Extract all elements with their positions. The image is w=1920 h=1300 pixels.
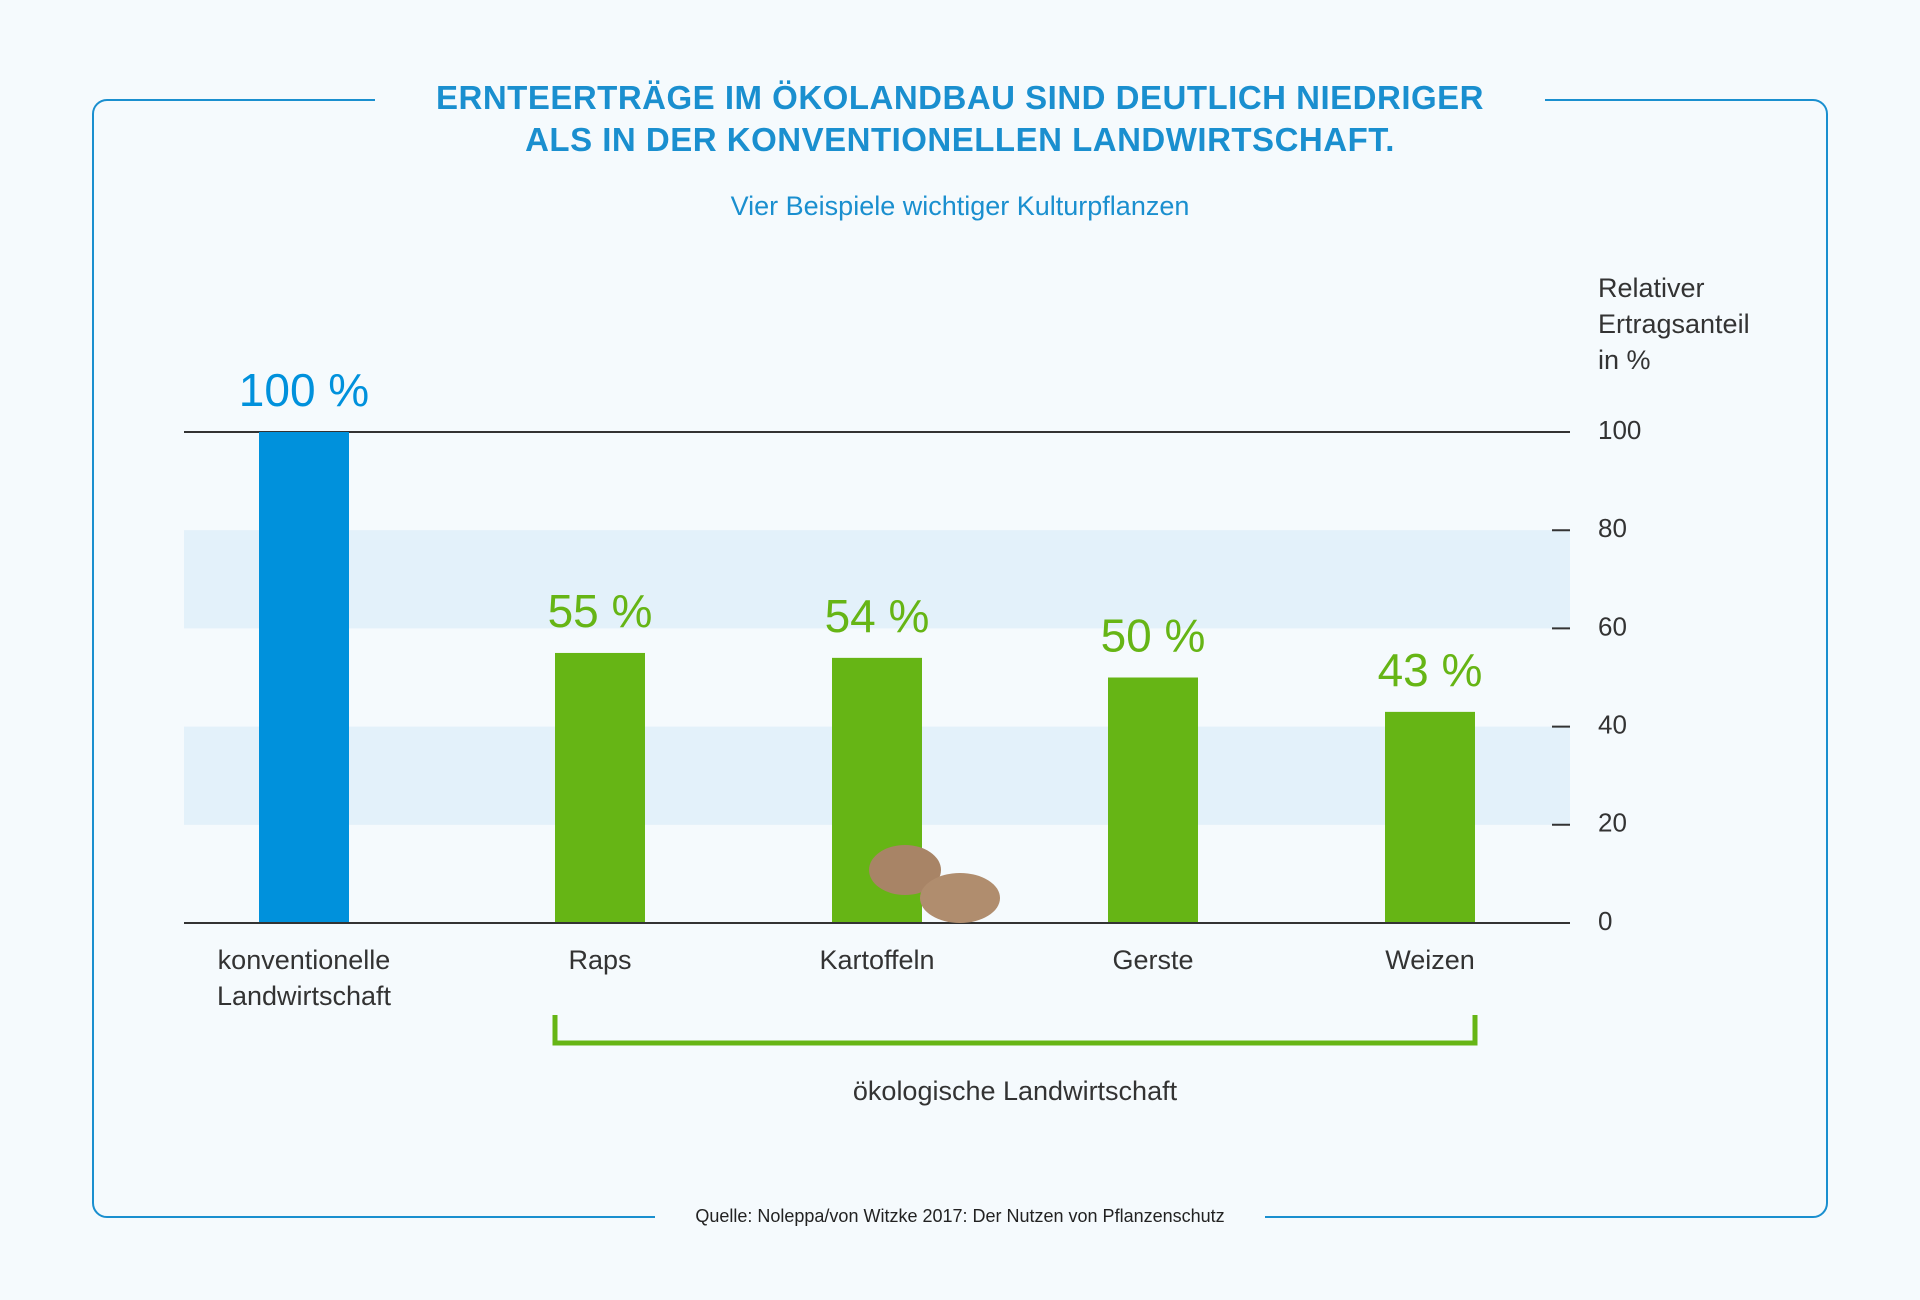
y-tick-label: 60 — [1598, 611, 1627, 641]
source: Quelle: Noleppa/von Witzke 2017: Der Nut… — [695, 1206, 1224, 1226]
x-tick-label: Kartoffeln — [819, 945, 934, 975]
bar — [555, 652, 645, 923]
y-tick-label: 20 — [1598, 808, 1627, 838]
value-label: 43 % — [1378, 644, 1483, 696]
x-tick-label: konventionelle Landwirtschaft — [217, 945, 392, 1011]
value-label: 50 % — [1101, 610, 1206, 662]
value-label: 55 % — [548, 585, 653, 637]
y-tick-label: 0 — [1598, 906, 1612, 936]
group-bracket — [552, 1015, 1478, 1046]
grid-band — [184, 530, 1570, 629]
potato-icon — [869, 845, 941, 895]
y-tick-label: 40 — [1598, 709, 1627, 739]
value-label: 100 % — [239, 364, 369, 416]
subtitle: Vier Beispiele wichtiger Kulturpflanzen — [731, 191, 1190, 221]
y-axis-title: Relativer Ertragsanteil in % — [1598, 273, 1750, 375]
title-gap — [375, 85, 1545, 165]
bar — [259, 432, 349, 923]
y-tick-label: 100 — [1598, 415, 1641, 445]
bar — [1385, 711, 1475, 923]
value-label: 54 % — [825, 590, 930, 642]
group-label: ökologische Landwirtschaft — [853, 1076, 1178, 1106]
bar — [1108, 677, 1198, 923]
source-gap — [655, 1205, 1265, 1229]
y-tick-label: 80 — [1598, 513, 1627, 543]
x-tick-label: Gerste — [1112, 945, 1193, 975]
potato-icon — [920, 873, 1000, 923]
chart-title: ERNTEERTRÄGE IM ÖKOLANDBAU SIND DEUTLICH… — [436, 79, 1484, 158]
x-tick-label: Weizen — [1385, 945, 1475, 975]
x-tick-label: Raps — [568, 945, 631, 975]
